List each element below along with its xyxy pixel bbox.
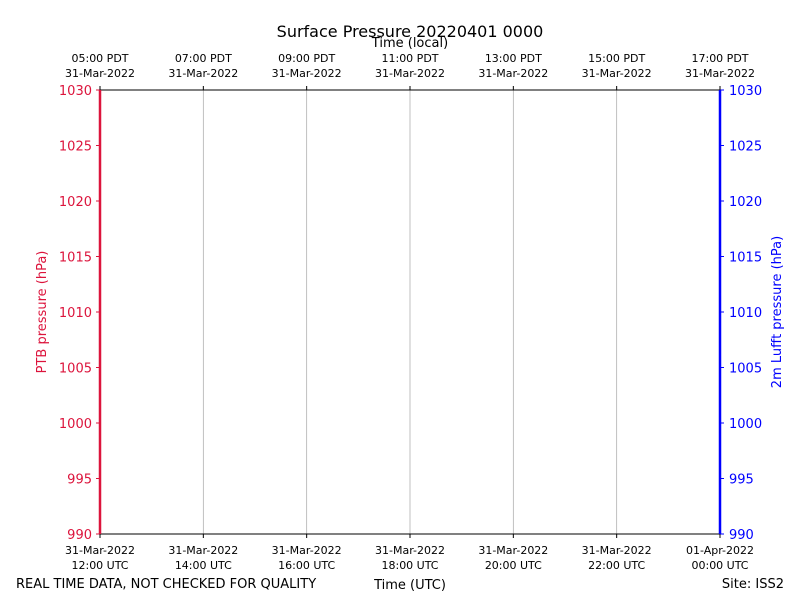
right-axis-label: 2m Lufft pressure (hPa) (770, 236, 785, 388)
bottom-tick-label: 31-Mar-2022 (168, 544, 238, 557)
top-tick-label: 31-Mar-2022 (582, 67, 652, 80)
left-tick-label: 1000 (59, 417, 92, 432)
left-tick-label: 1010 (59, 306, 92, 321)
bottom-tick-label: 31-Mar-2022 (272, 544, 342, 557)
bottom-tick-label: 00:00 UTC (691, 559, 748, 572)
right-tick-label: 1020 (729, 195, 762, 210)
right-tick-label: 1005 (729, 362, 762, 377)
top-axis-label: Time (local) (371, 36, 448, 51)
bottom-tick-label: 12:00 UTC (71, 559, 128, 572)
site-label: Site: ISS2 (722, 577, 784, 592)
top-tick-label: 31-Mar-2022 (685, 67, 755, 80)
bottom-tick-label: 31-Mar-2022 (582, 544, 652, 557)
grid-lines (202, 90, 618, 534)
bottom-tick-label: 14:00 UTC (175, 559, 232, 572)
top-tick-label: 15:00 PDT (588, 52, 645, 65)
bottom-tick-label: 20:00 UTC (485, 559, 542, 572)
bottom-tick-label: 16:00 UTC (278, 559, 335, 572)
left-tick-label: 995 (67, 473, 92, 488)
top-tick-label: 13:00 PDT (485, 52, 542, 65)
right-tick-label: 1000 (729, 417, 762, 432)
top-tick-label: 07:00 PDT (175, 52, 232, 65)
top-tick-label: 31-Mar-2022 (375, 67, 445, 80)
left-tick-label: 1025 (59, 140, 92, 155)
right-tick-label: 990 (729, 528, 754, 543)
right-tick-label: 995 (729, 473, 754, 488)
left-tick-label: 1020 (59, 195, 92, 210)
bottom-axis-label: Time (UTC) (373, 578, 446, 593)
left-tick-label: 990 (67, 528, 92, 543)
bottom-tick-label: 31-Mar-2022 (375, 544, 445, 557)
top-tick-label: 31-Mar-2022 (478, 67, 548, 80)
left-tick-label: 1015 (59, 251, 92, 266)
bottom-tick-label: 31-Mar-2022 (65, 544, 135, 557)
right-axis-ticks: 990 995 1000 1005 1010 1015 1020 1025 1030 (720, 84, 762, 543)
bottom-tick-label: 31-Mar-2022 (478, 544, 548, 557)
top-tick-label: 17:00 PDT (691, 52, 748, 65)
top-tick-label: 11:00 PDT (381, 52, 438, 65)
top-tick-label: 05:00 PDT (71, 52, 128, 65)
left-axis-ticks: 990 995 1000 1005 1010 1015 1020 1025 1030 (59, 84, 100, 543)
left-axis-label: PTB pressure (hPa) (35, 251, 50, 374)
bottom-axis-ticks: 31-Mar-2022 12:00 UTC 31-Mar-2022 14:00 UTC… (65, 534, 754, 572)
disclaimer-text: REAL TIME DATA, NOT CHECKED FOR QUALITY (16, 577, 316, 592)
top-tick-label: 31-Mar-2022 (168, 67, 238, 80)
bottom-tick-label: 22:00 UTC (588, 559, 645, 572)
right-tick-label: 1030 (729, 84, 762, 99)
right-tick-label: 1025 (729, 140, 762, 155)
top-tick-label: 31-Mar-2022 (65, 67, 135, 80)
top-tick-label: 09:00 PDT (278, 52, 335, 65)
bottom-tick-label: 18:00 UTC (381, 559, 438, 572)
left-tick-label: 1005 (59, 362, 92, 377)
right-tick-label: 1015 (729, 251, 762, 266)
bottom-tick-label: 01-Apr-2022 (686, 544, 754, 557)
left-tick-label: 1030 (59, 84, 92, 99)
top-axis-ticks: 05:00 PDT 31-Mar-2022 07:00 PDT 31-Mar-2022… (65, 52, 755, 90)
top-tick-label: 31-Mar-2022 (272, 67, 342, 80)
right-tick-label: 1010 (729, 306, 762, 321)
chart-title: Surface Pressure 20220401 0000 (277, 22, 544, 41)
